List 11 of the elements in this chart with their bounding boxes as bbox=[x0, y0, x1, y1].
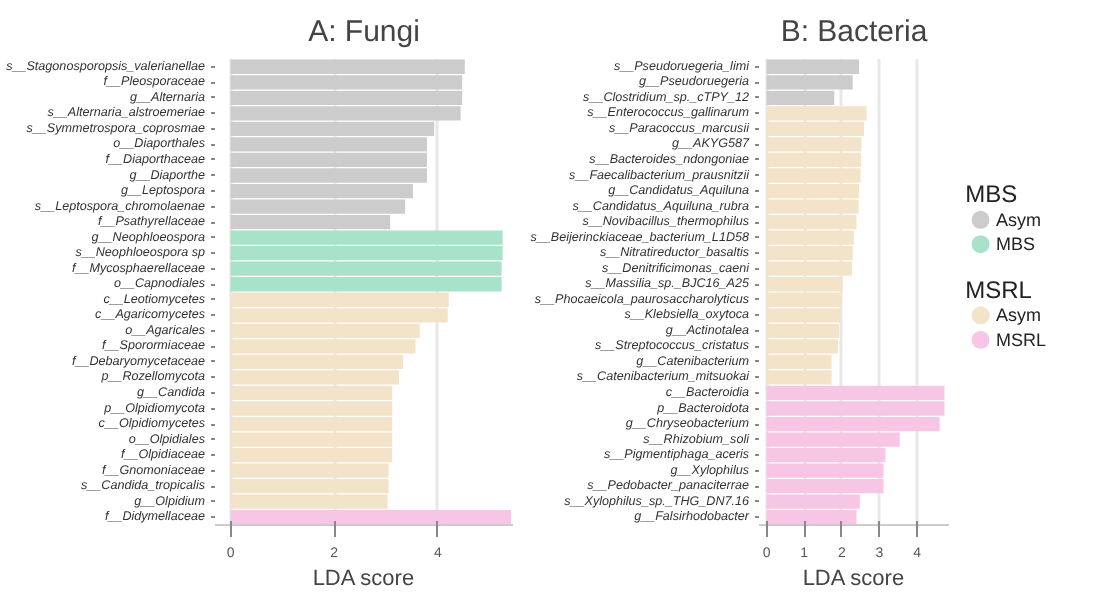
chart-title: B: Bacteria bbox=[780, 15, 929, 49]
bar bbox=[230, 510, 511, 525]
chart-title: A: Fungi bbox=[308, 15, 420, 49]
legend-label: MSRL bbox=[996, 329, 1047, 350]
legend-label: Asym bbox=[996, 209, 1041, 230]
x-axis-title: LDA score bbox=[802, 567, 905, 591]
text: MBS bbox=[965, 180, 1018, 209]
x-axis-title: LDA score bbox=[312, 567, 415, 591]
legend-label: MBS bbox=[996, 234, 1036, 255]
legend-label: Asym bbox=[996, 305, 1041, 326]
text: MSRL bbox=[965, 275, 1032, 304]
